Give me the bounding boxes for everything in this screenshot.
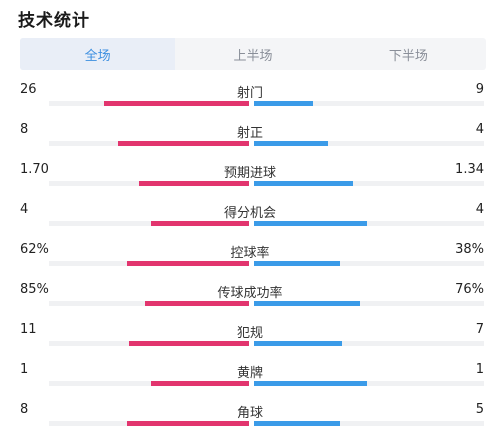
home-bar (139, 181, 249, 186)
home-bar (151, 381, 249, 386)
home-bar (127, 261, 249, 266)
period-tabs: 全场 上半场 下半场 (20, 38, 486, 70)
away-value: 38% (455, 242, 484, 257)
home-value: 1.70 (20, 162, 49, 177)
home-value: 11 (20, 322, 37, 337)
away-bar-track (254, 261, 484, 266)
home-bar (129, 341, 249, 346)
home-bar (151, 221, 249, 226)
home-bar-track (49, 101, 249, 106)
away-bar-track (254, 181, 484, 186)
away-bar (254, 181, 353, 186)
page-title: 技术统计 (18, 11, 90, 31)
home-bar (104, 101, 249, 106)
stat-row: 26 射门 9 (0, 72, 500, 112)
away-bar-track (254, 301, 484, 306)
away-bar (254, 301, 360, 306)
away-value: 4 (475, 122, 484, 137)
stat-label: 传球成功率 (217, 286, 283, 301)
away-bar (254, 341, 342, 346)
home-bar-track (49, 141, 249, 146)
stat-label: 犯规 (236, 326, 263, 341)
home-value: 4 (20, 202, 29, 217)
away-bar-track (254, 381, 484, 386)
home-bar-track (49, 181, 249, 186)
stat-row: 8 射正 4 (0, 112, 500, 152)
stat-row: 11 犯规 7 (0, 312, 500, 352)
away-bar (254, 261, 340, 266)
tab-full-match[interactable]: 全场 (20, 38, 176, 70)
stat-row: 8 角球 5 (0, 392, 500, 432)
away-value: 76% (455, 282, 484, 297)
away-bar (254, 421, 340, 426)
stat-label: 射门 (236, 86, 263, 101)
home-bar-track (49, 301, 249, 306)
stat-label: 预期进球 (223, 166, 276, 181)
tab-first-half[interactable]: 上半场 (233, 48, 273, 64)
away-bar-track (254, 101, 484, 106)
away-value: 7 (475, 322, 484, 337)
home-value: 8 (20, 402, 29, 417)
stat-label: 控球率 (230, 246, 270, 261)
home-value: 85% (20, 282, 49, 297)
home-value: 26 (20, 82, 37, 97)
stats-list: 26 射门 9 8 射正 4 1.70 预期进球 1.34 4 得分机会 4 62% 控球率 38% 85% 传… (0, 72, 500, 432)
home-bar (127, 421, 249, 426)
away-bar (254, 101, 313, 106)
stat-row: 1 黄牌 1 (0, 352, 500, 392)
home-bar-track (49, 261, 249, 266)
home-bar-track (49, 341, 249, 346)
stat-row: 4 得分机会 4 (0, 192, 500, 232)
home-bar-track (49, 221, 249, 226)
away-bar-track (254, 421, 484, 426)
stat-label: 得分机会 (223, 206, 276, 221)
stat-row: 62% 控球率 38% (0, 232, 500, 272)
away-value: 4 (475, 202, 484, 217)
away-bar (254, 141, 328, 146)
away-value: 1 (475, 362, 484, 377)
away-bar-track (254, 141, 484, 146)
stat-label: 角球 (236, 406, 263, 421)
stat-row: 1.70 预期进球 1.34 (0, 152, 500, 192)
stat-label: 黄牌 (236, 366, 263, 381)
away-bar-track (254, 341, 484, 346)
away-bar (254, 221, 367, 226)
stat-label: 射正 (236, 126, 263, 141)
home-bar-track (49, 381, 249, 386)
home-bar (145, 301, 249, 306)
away-value: 5 (475, 402, 484, 417)
away-bar (254, 381, 367, 386)
tab-second-half[interactable]: 下半场 (388, 48, 428, 64)
home-bar (118, 141, 249, 146)
stat-row: 85% 传球成功率 76% (0, 272, 500, 312)
away-value: 1.34 (455, 162, 484, 177)
home-bar-track (49, 421, 249, 426)
home-value: 1 (20, 362, 29, 377)
away-value: 9 (475, 82, 484, 97)
home-value: 8 (20, 122, 29, 137)
away-bar-track (254, 221, 484, 226)
home-value: 62% (20, 242, 49, 257)
